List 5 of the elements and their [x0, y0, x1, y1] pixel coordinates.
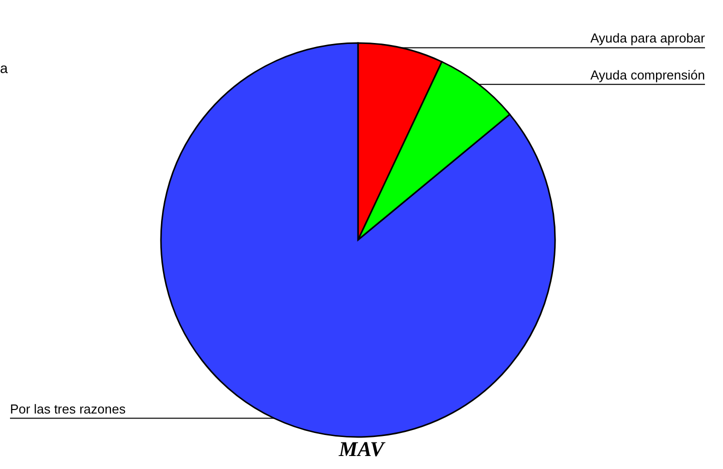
- slice-label: Por las tres razones: [10, 401, 126, 416]
- slice-label: Ayuda comprensión: [590, 67, 705, 82]
- slice-label: Ayuda para aprobar: [590, 30, 706, 46]
- text: MAV: [338, 437, 386, 462]
- text: a: [0, 60, 8, 76]
